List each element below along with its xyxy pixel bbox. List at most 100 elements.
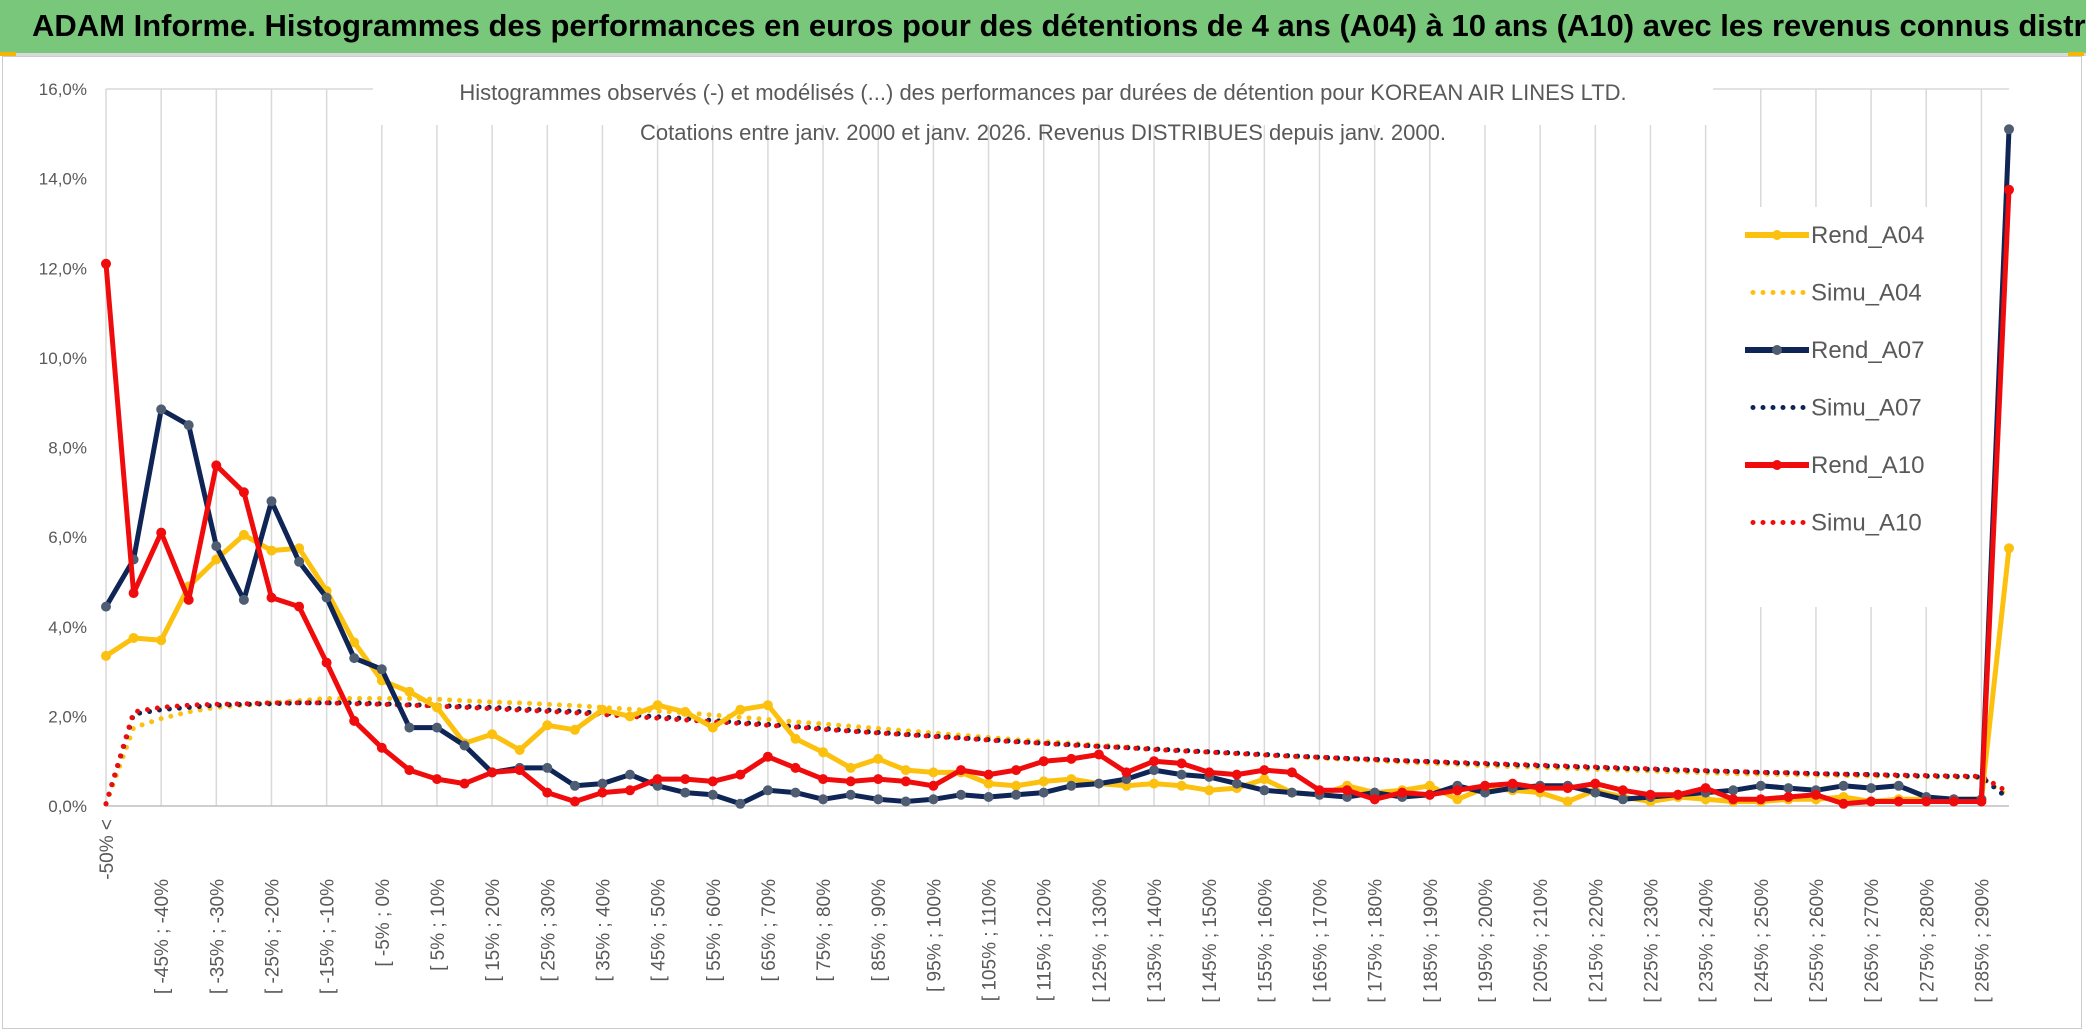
- data-point-Rend_A04: [928, 767, 939, 778]
- x-tick-label: [ 245% ; 250%: [1752, 879, 1773, 1003]
- data-point-Rend_A10: [1204, 767, 1215, 778]
- data-point-Rend_A04: [900, 765, 911, 776]
- data-point-Rend_A04: [514, 745, 525, 755]
- series-Rend_A10: [101, 184, 2014, 809]
- legend: Rend_A04 Simu_A04 Rend_A07 Simu_A07 Rend_A10…: [1729, 207, 1933, 607]
- data-point-Rend_A04: [597, 704, 608, 715]
- data-point-Rend_A10: [1728, 794, 1739, 805]
- data-point-Rend_A10: [376, 742, 387, 753]
- data-point-Rend_A04: [652, 700, 663, 711]
- x-tick-label: [ 275% ; 280%: [1917, 879, 1938, 1003]
- data-point-Rend_A04: [1176, 780, 1187, 791]
- y-tick-label: 16,0%: [39, 80, 87, 99]
- title-background: [373, 63, 1713, 125]
- data-point-Rend_A07: [1590, 787, 1601, 798]
- legend-item-Simu_A04: Simu_A04: [1750, 280, 1922, 307]
- x-tick-label: [ 45% ; 50%: [649, 879, 670, 982]
- y-tick-label: 2,0%: [48, 707, 87, 726]
- data-point-Rend_A10: [1369, 794, 1380, 805]
- data-point-Rend_A04: [1149, 778, 1159, 789]
- data-point-Rend_A07: [762, 785, 773, 796]
- data-point-Rend_A07: [1011, 789, 1022, 800]
- data-point-Rend_A07: [459, 740, 470, 751]
- data-point-Rend_A07: [2004, 124, 2014, 135]
- data-point-Rend_A10: [625, 785, 635, 796]
- data-point-Rend_A07: [818, 794, 829, 805]
- data-point-Rend_A10: [183, 594, 194, 605]
- x-tick-label: [ 95% ; 100%: [924, 879, 945, 992]
- data-point-Rend_A10: [735, 769, 746, 780]
- x-tick-label: [ 85% ; 90%: [869, 879, 890, 982]
- data-point-Rend_A07: [735, 798, 746, 809]
- data-point-Rend_A10: [900, 776, 911, 787]
- data-point-Rend_A04: [1424, 780, 1435, 791]
- data-point-Rend_A10: [1066, 753, 1077, 764]
- data-point-Rend_A10: [1755, 794, 1766, 805]
- data-point-Rend_A10: [762, 751, 773, 762]
- data-point-Rend_A04: [873, 753, 884, 764]
- series-lines: [101, 124, 2014, 809]
- legend-item-Rend_A04: Rend_A04: [1745, 222, 1924, 249]
- data-point-Rend_A10: [1259, 765, 1270, 776]
- chart-frame: 0,0% 2,0% 4,0% 6,0% 8,0% 10,0% 12,0% 14,0% 16,0%…: [2, 56, 2082, 1029]
- y-tick-label: 0,0%: [48, 797, 87, 816]
- x-tick-label: [ 235% ; 240%: [1697, 879, 1718, 1003]
- data-point-Rend_A10: [652, 774, 663, 785]
- legend-label: Rend_A04: [1811, 222, 1924, 249]
- data-point-Rend_A07: [211, 541, 222, 552]
- x-tick-label: [ 55% ; 60%: [704, 879, 725, 982]
- data-point-Rend_A07: [1093, 778, 1104, 789]
- x-tick-label: [ -35% ; -30%: [207, 879, 228, 994]
- data-point-Rend_A10: [928, 780, 939, 791]
- data-point-Rend_A10: [1011, 765, 1022, 776]
- data-point-Rend_A07: [707, 789, 718, 800]
- data-point-Rend_A04: [1562, 796, 1573, 807]
- x-tick-label: [ 165% ; 170%: [1311, 879, 1332, 1003]
- histogram-chart: 0,0% 2,0% 4,0% 6,0% 8,0% 10,0% 12,0% 14,0% 16,0%…: [39, 63, 2014, 1003]
- data-point-Rend_A10: [1590, 778, 1601, 789]
- data-point-Rend_A04: [156, 635, 167, 646]
- data-point-Rend_A10: [1093, 749, 1104, 760]
- data-point-Rend_A07: [597, 778, 608, 789]
- data-point-Rend_A07: [1066, 780, 1077, 791]
- data-point-Rend_A04: [266, 545, 277, 556]
- y-tick-label: 12,0%: [39, 259, 87, 278]
- data-point-Rend_A10: [294, 601, 305, 612]
- data-point-Rend_A04: [1011, 780, 1022, 791]
- data-point-Rend_A10: [845, 776, 856, 787]
- x-tick-label: [ 255% ; 260%: [1807, 879, 1828, 1003]
- data-point-Rend_A10: [1176, 758, 1187, 769]
- data-point-Rend_A10: [1810, 789, 1821, 800]
- x-tick-label: [ 35% ; 40%: [593, 879, 614, 982]
- data-point-Rend_A10: [101, 258, 111, 269]
- x-axis-ticks: -50% < [ -45% ; -40% [ -35% ; -30% [ -25% ;…: [97, 819, 1993, 1003]
- data-point-Rend_A10: [238, 487, 249, 498]
- data-point-Rend_A04: [1259, 774, 1270, 785]
- x-tick-label: [ 175% ; 180%: [1366, 879, 1387, 1003]
- data-point-Rend_A04: [625, 711, 635, 722]
- data-point-Rend_A07: [1893, 780, 1904, 791]
- data-point-Rend_A07: [1866, 783, 1877, 794]
- x-tick-label: [ -25% ; -20%: [262, 879, 283, 994]
- x-tick-label: [ 105% ; 110%: [980, 879, 1001, 1001]
- data-point-Rend_A07: [625, 769, 635, 780]
- series-Simu_A10: [103, 700, 2012, 807]
- series-line-Simu_A10: [103, 700, 2012, 807]
- data-point-Rend_A10: [1921, 796, 1932, 807]
- data-point-Rend_A10: [983, 769, 994, 780]
- data-point-Rend_A04: [680, 706, 691, 717]
- data-point-Rend_A07: [1176, 769, 1187, 780]
- data-point-Rend_A10: [1893, 796, 1904, 807]
- data-point-Rend_A07: [376, 664, 387, 675]
- data-point-Rend_A10: [1397, 787, 1408, 798]
- legend-item-Rend_A10: Rend_A10: [1745, 452, 1924, 479]
- chart-subtitle: Cotations entre janv. 2000 et janv. 2026…: [640, 120, 1446, 145]
- data-point-Rend_A04: [983, 778, 994, 789]
- legend-label: Rend_A10: [1811, 452, 1924, 479]
- x-tick-label: [ 135% ; 140%: [1145, 879, 1166, 1003]
- data-point-Rend_A07: [873, 794, 884, 805]
- legend-label: Rend_A07: [1811, 337, 1924, 364]
- data-point-Rend_A04: [818, 747, 829, 758]
- x-tick-label: [ 205% ; 210%: [1531, 879, 1552, 1003]
- series-line-Rend_A04: [104, 532, 2012, 804]
